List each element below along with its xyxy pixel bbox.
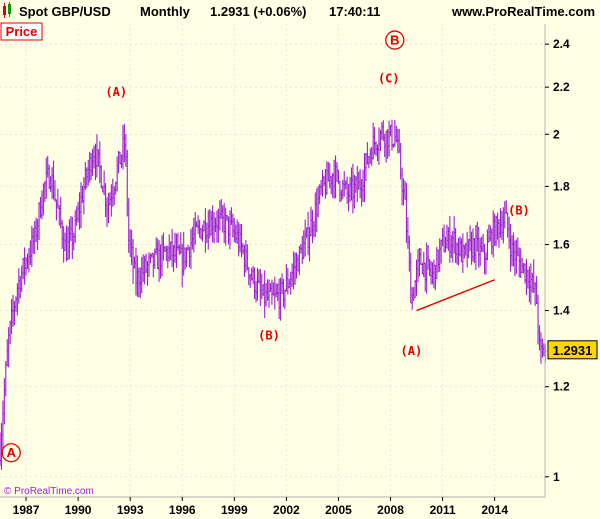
header-period: Monthly xyxy=(140,4,191,19)
trendline xyxy=(416,279,495,312)
x-tick-label: 1999 xyxy=(221,503,248,517)
y-axis-ticks: 1 1.2 1.4 1.6 1.8 2 2.2 2.4 xyxy=(545,37,570,484)
header-bar: Spot GBP/USD Monthly 1.2931 (+0.06%) 17:… xyxy=(3,2,595,19)
x-tick-label: 2002 xyxy=(273,503,300,517)
annotations: (A) (B) (C) (A) (B) A B xyxy=(1,30,530,463)
y-tick-label: 1.6 xyxy=(553,238,570,252)
wave-label: (B) xyxy=(258,329,280,343)
y-tick-label: 1.2 xyxy=(553,380,570,394)
last-price-badge: 1.2931 xyxy=(547,340,598,360)
x-tick-label: 1996 xyxy=(169,503,196,517)
x-axis-ticks: 1987 1990 1993 1996 1999 2002 2005 2008 2011 2014 xyxy=(13,497,508,517)
y-tick-label: 1 xyxy=(553,470,560,484)
wave-label: (A) xyxy=(401,344,423,358)
price-panel-label: Price xyxy=(6,24,38,39)
x-tick-label: 1993 xyxy=(117,503,144,517)
y-tick-label: 2.2 xyxy=(553,80,570,94)
last-price-value: 1.2931 xyxy=(553,343,593,358)
header-site: www.ProRealTime.com xyxy=(451,4,595,19)
circled-wave-label: B xyxy=(390,33,399,48)
header-last-change: 1.2931 (+0.06%) xyxy=(210,4,306,19)
grid xyxy=(0,24,545,497)
candlestick-icon xyxy=(3,2,11,18)
circled-wave-ring xyxy=(1,443,21,463)
header-symbol: Spot GBP/USD xyxy=(19,4,111,19)
circled-wave-ring xyxy=(385,30,405,50)
circled-wave-label: A xyxy=(7,445,17,460)
y-tick-label: 2 xyxy=(553,127,560,141)
price-bars xyxy=(0,119,547,470)
y-tick-label: 2.4 xyxy=(553,37,570,51)
watermark: © ProRealTime.com xyxy=(4,486,94,497)
x-tick-label: 2014 xyxy=(481,503,508,517)
price-panel-label-box xyxy=(0,22,43,41)
x-tick-label: 1990 xyxy=(65,503,92,517)
wave-label: (A) xyxy=(105,85,127,99)
x-tick-label: 2008 xyxy=(377,503,404,517)
x-tick-label: 1987 xyxy=(13,503,40,517)
x-tick-label: 2011 xyxy=(430,503,456,517)
header-time: 17:40:11 xyxy=(329,4,380,19)
x-tick-label: 2005 xyxy=(325,503,352,517)
y-tick-label: 1.4 xyxy=(553,304,570,318)
wave-label: (C) xyxy=(378,72,400,86)
wave-label: (B) xyxy=(508,204,530,218)
y-tick-label: 1.8 xyxy=(553,179,570,193)
